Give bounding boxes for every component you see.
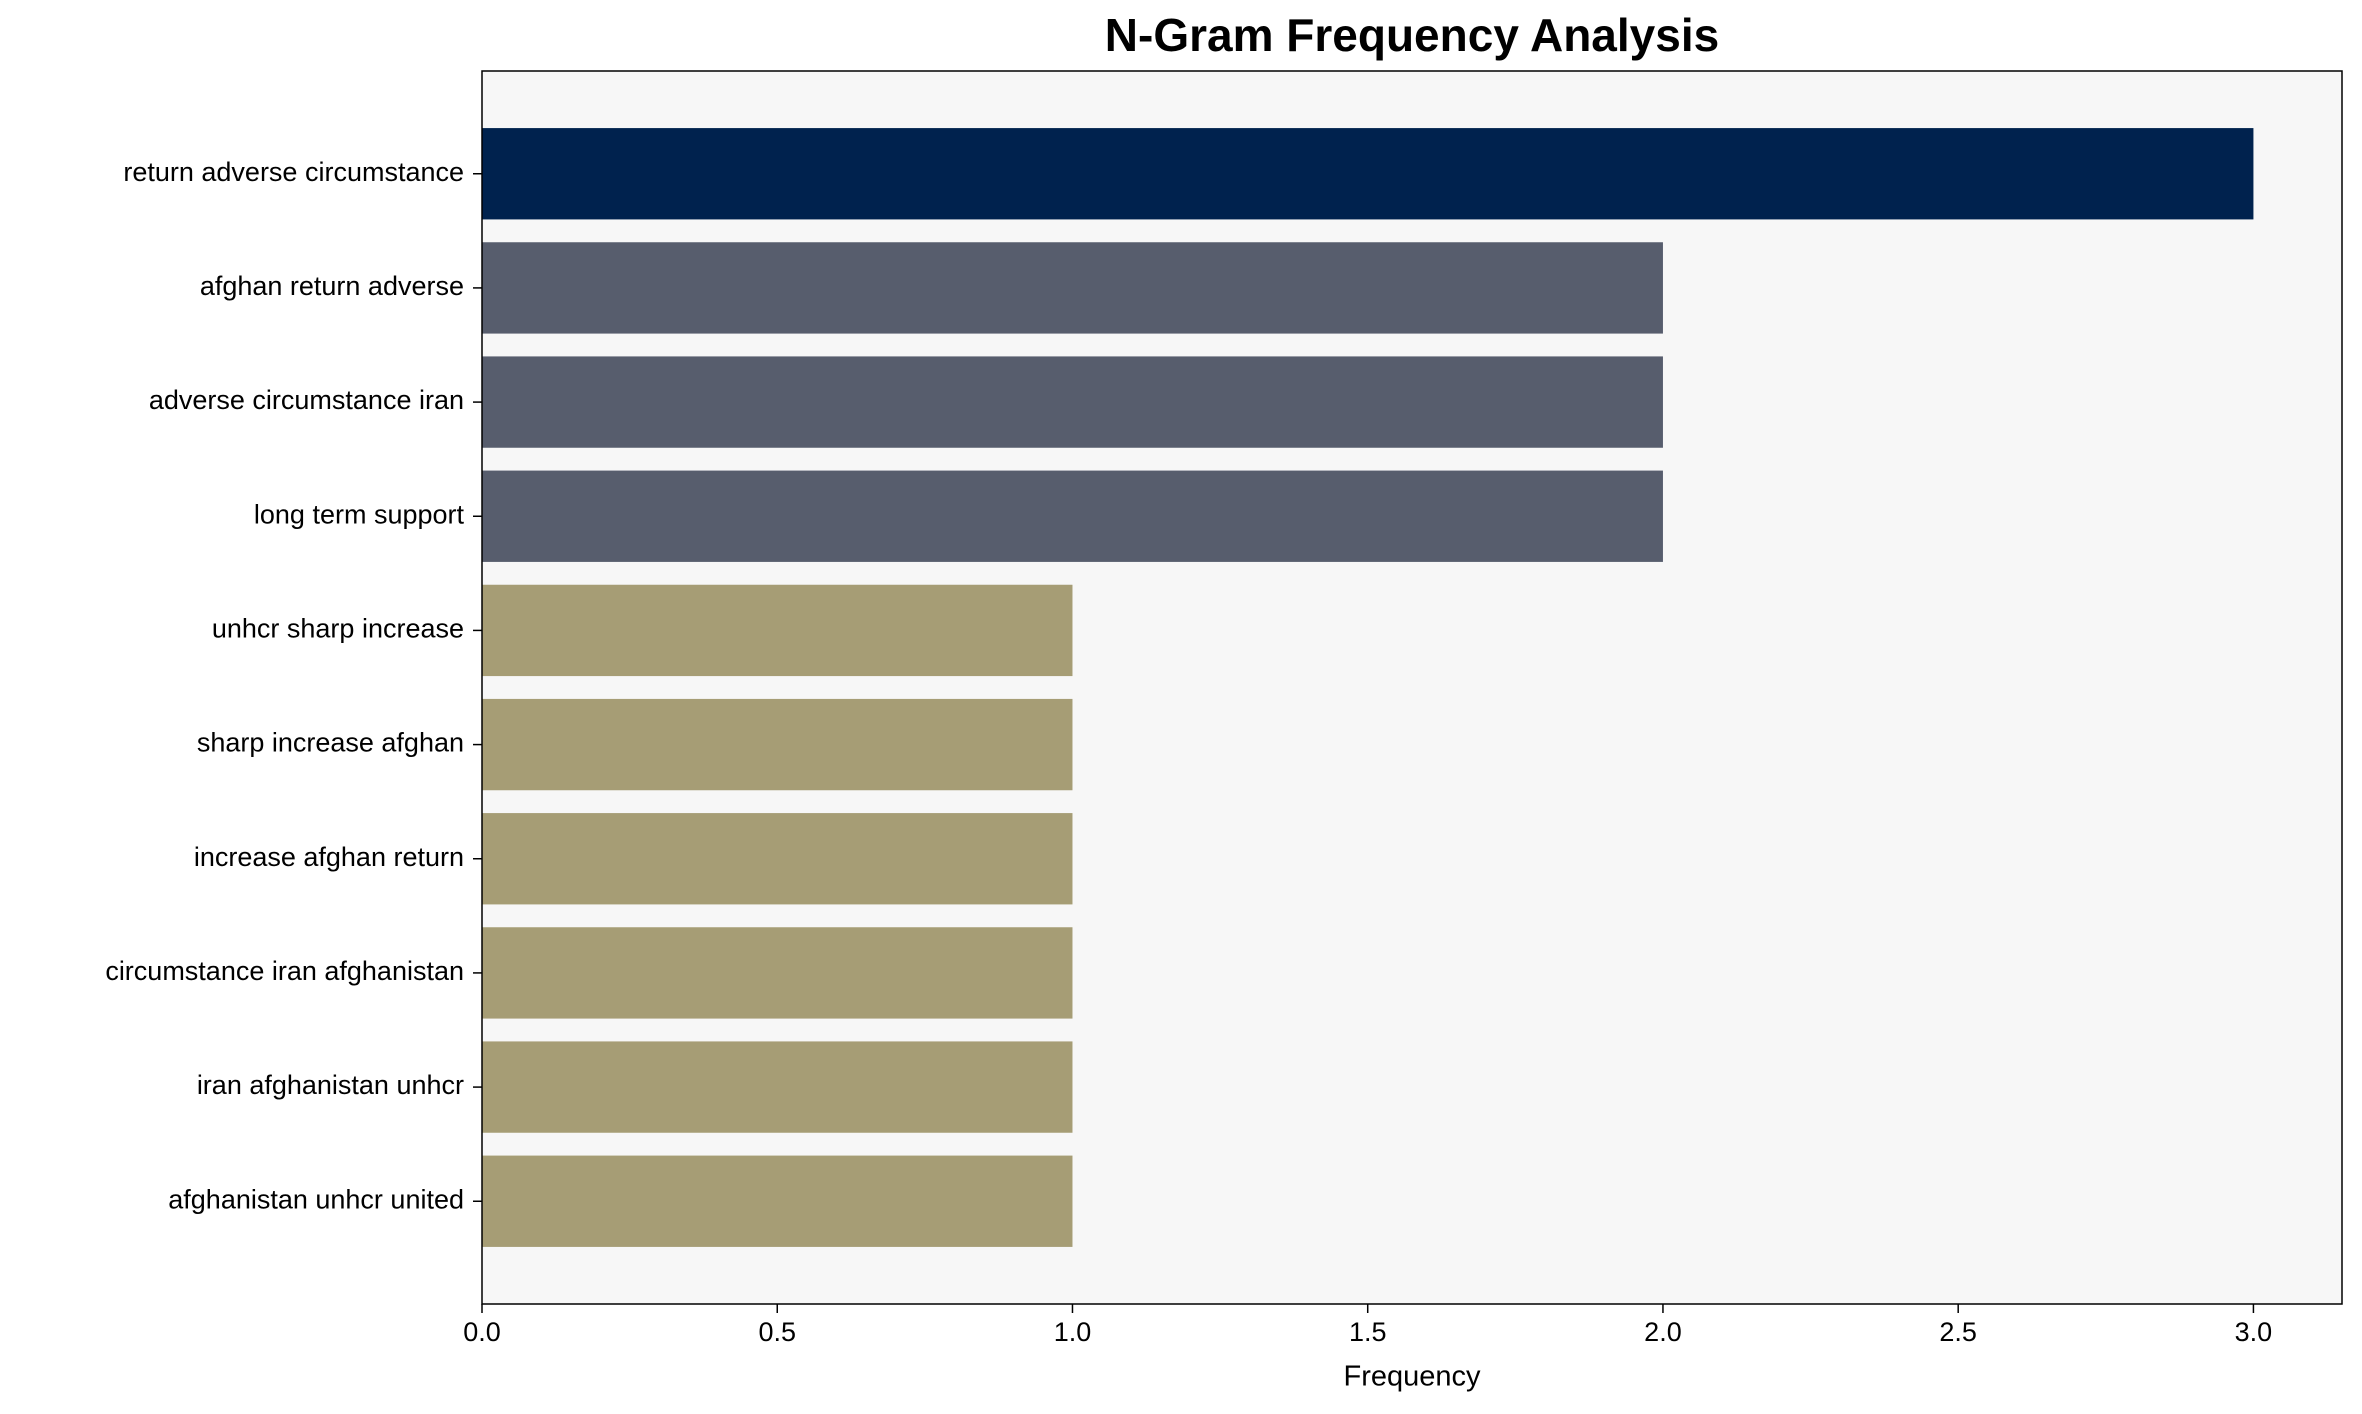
bar: [482, 1155, 1073, 1247]
y-tick-label: return adverse circumstance: [123, 157, 464, 187]
y-tick-label: increase afghan return: [194, 842, 464, 872]
bar: [482, 584, 1073, 677]
x-tick-label: 0.0: [463, 1317, 501, 1347]
x-tick-label: 3.0: [2235, 1317, 2273, 1347]
bar: [482, 470, 1663, 562]
bar: [482, 927, 1073, 1019]
x-tick-label: 2.5: [1939, 1317, 1977, 1347]
x-tick-label: 1.5: [1349, 1317, 1387, 1347]
x-tick-label: 0.5: [758, 1317, 796, 1347]
y-tick-label: afghanistan unhcr united: [168, 1184, 464, 1214]
y-tick-label: adverse circumstance iran: [149, 385, 464, 415]
x-tick-label: 2.0: [1644, 1317, 1682, 1347]
x-tick-label: 1.0: [1054, 1317, 1092, 1347]
y-tick-label: circumstance iran afghanistan: [105, 956, 464, 986]
bar: [482, 356, 1663, 448]
x-axis-label: Frequency: [1343, 1361, 1481, 1393]
bar: [482, 1041, 1073, 1133]
y-tick-label: iran afghanistan unhcr: [197, 1070, 464, 1100]
chart-title: N-Gram Frequency Analysis: [1105, 9, 1719, 61]
bar: [482, 698, 1073, 791]
y-tick-label: sharp increase afghan: [197, 728, 464, 758]
y-tick-label: long term support: [254, 499, 465, 529]
bar: [482, 128, 2254, 220]
y-tick-label: unhcr sharp increase: [212, 614, 464, 644]
plot-frame: [481, 70, 2343, 1305]
bar: [482, 242, 1663, 334]
bar: [482, 813, 1073, 905]
y-tick-label: afghan return adverse: [200, 271, 464, 301]
